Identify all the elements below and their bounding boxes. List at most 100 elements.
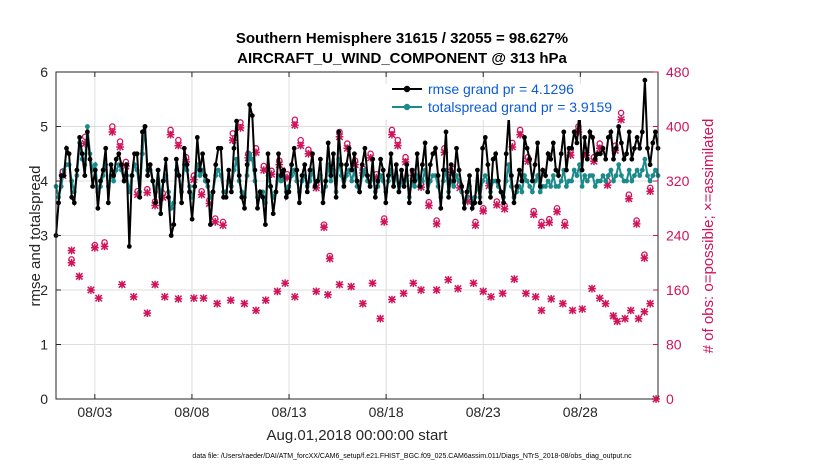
y-axis-label: rmse and totalspread	[27, 166, 44, 307]
spread-point	[522, 173, 527, 179]
obs-assimilated-marker	[537, 306, 546, 315]
spread-point	[482, 173, 488, 179]
spread-point	[626, 167, 632, 173]
obs-assimilated-marker	[508, 143, 517, 151]
rmse-point	[362, 145, 368, 151]
rmse-point	[498, 189, 504, 195]
rmse-point	[600, 145, 606, 151]
rmse-point	[155, 167, 161, 173]
y-tick-label: 0	[40, 391, 48, 407]
legend-rmse-marker	[403, 85, 411, 93]
rmse-point	[338, 162, 344, 168]
obs-assimilated-marker	[471, 221, 480, 230]
rmse-point	[315, 178, 321, 184]
rmse-point	[142, 124, 148, 129]
spread-point	[569, 178, 574, 184]
x-tick-label: 08/03	[77, 404, 112, 420]
rmse-point	[336, 129, 342, 135]
rmse-point	[90, 184, 95, 189]
rmse-point	[270, 211, 276, 217]
spread-point	[611, 178, 616, 184]
obs-assimilated-marker	[393, 141, 402, 150]
rmse-point	[268, 184, 273, 189]
obs-assimilated-marker	[143, 309, 152, 318]
rmse-point	[213, 162, 219, 168]
rmse-point	[229, 189, 234, 195]
rmse-point	[278, 173, 284, 179]
rmse-point	[113, 156, 119, 162]
obs-assimilated-marker	[595, 294, 604, 303]
obs-assimilated-marker	[190, 294, 198, 303]
rmse-point	[87, 156, 93, 162]
spread-point	[543, 184, 548, 189]
obs-assimilated-marker	[211, 218, 220, 226]
obs-assimilated-marker	[219, 221, 227, 230]
rmse-point	[192, 184, 198, 189]
rmse-point	[503, 151, 509, 157]
rmse-point	[61, 173, 67, 179]
obs-assimilated-marker	[646, 299, 655, 308]
spread-point	[632, 173, 637, 179]
obs-assimilated-marker	[609, 312, 618, 320]
spread-point	[545, 178, 551, 184]
rmse-point	[242, 205, 247, 211]
spread-point	[642, 156, 648, 162]
rmse-point	[598, 151, 603, 157]
rmse-point	[587, 129, 593, 135]
obs-assimilated-marker	[304, 149, 313, 158]
obs-assimilated-marker	[160, 292, 169, 301]
obs-assimilated-marker	[347, 282, 356, 291]
rmse-point	[433, 145, 438, 151]
rmse-point	[365, 173, 370, 179]
rmse-point	[417, 184, 423, 189]
rmse-point	[391, 184, 396, 189]
rmse-point	[456, 167, 462, 173]
rmse-point	[461, 205, 467, 211]
obs-assimilated-marker	[454, 284, 462, 293]
obs-assimilated-marker	[409, 279, 418, 288]
spread-point	[605, 173, 611, 179]
rmse-point	[145, 173, 151, 179]
rmse-point	[108, 162, 114, 168]
rmse-point	[134, 151, 140, 157]
spread-point	[197, 173, 203, 179]
rmse-point	[493, 151, 499, 157]
spread-point	[619, 173, 624, 179]
y-tick-label: 3	[40, 228, 48, 244]
chart-title-line1: Southern Hemisphere 31615 / 32055 = 98.6…	[236, 30, 568, 47]
rmse-point	[454, 145, 459, 151]
rmse-point	[629, 156, 635, 162]
rmse-point	[464, 189, 470, 195]
obs-assimilated-marker	[143, 188, 152, 197]
rmse-point	[501, 200, 506, 206]
spread-point	[412, 184, 417, 189]
obs-assimilated-marker	[492, 201, 501, 209]
rmse-point	[260, 194, 266, 200]
rmse-point	[569, 145, 574, 151]
obs-assimilated-marker	[498, 289, 507, 298]
y-tick-label: 5	[40, 119, 48, 135]
rmse-point	[179, 200, 185, 206]
rmse-point	[283, 194, 289, 200]
rmse-point	[354, 178, 360, 184]
obs-assimilated-marker	[634, 314, 643, 323]
spread-point	[548, 184, 554, 189]
rmse-point	[299, 173, 305, 179]
y-tick-label: 1	[40, 337, 48, 353]
rmse-point	[553, 167, 559, 173]
spread-point	[574, 173, 580, 179]
rmse-point	[297, 200, 302, 206]
x-tick-label: 08/13	[272, 404, 307, 420]
obs-assimilated-marker	[380, 218, 389, 226]
rmse-point	[98, 178, 103, 184]
obs-assimilated-marker	[228, 136, 237, 144]
spread-point	[584, 178, 590, 184]
rmse-point	[564, 167, 569, 173]
obs-assimilated-marker	[553, 207, 561, 216]
rmse-point	[100, 167, 106, 173]
spread-point	[600, 173, 606, 179]
spread-point	[556, 184, 561, 189]
rmse-point	[446, 194, 451, 200]
spread-point	[328, 178, 334, 184]
rmse-point	[634, 135, 640, 140]
